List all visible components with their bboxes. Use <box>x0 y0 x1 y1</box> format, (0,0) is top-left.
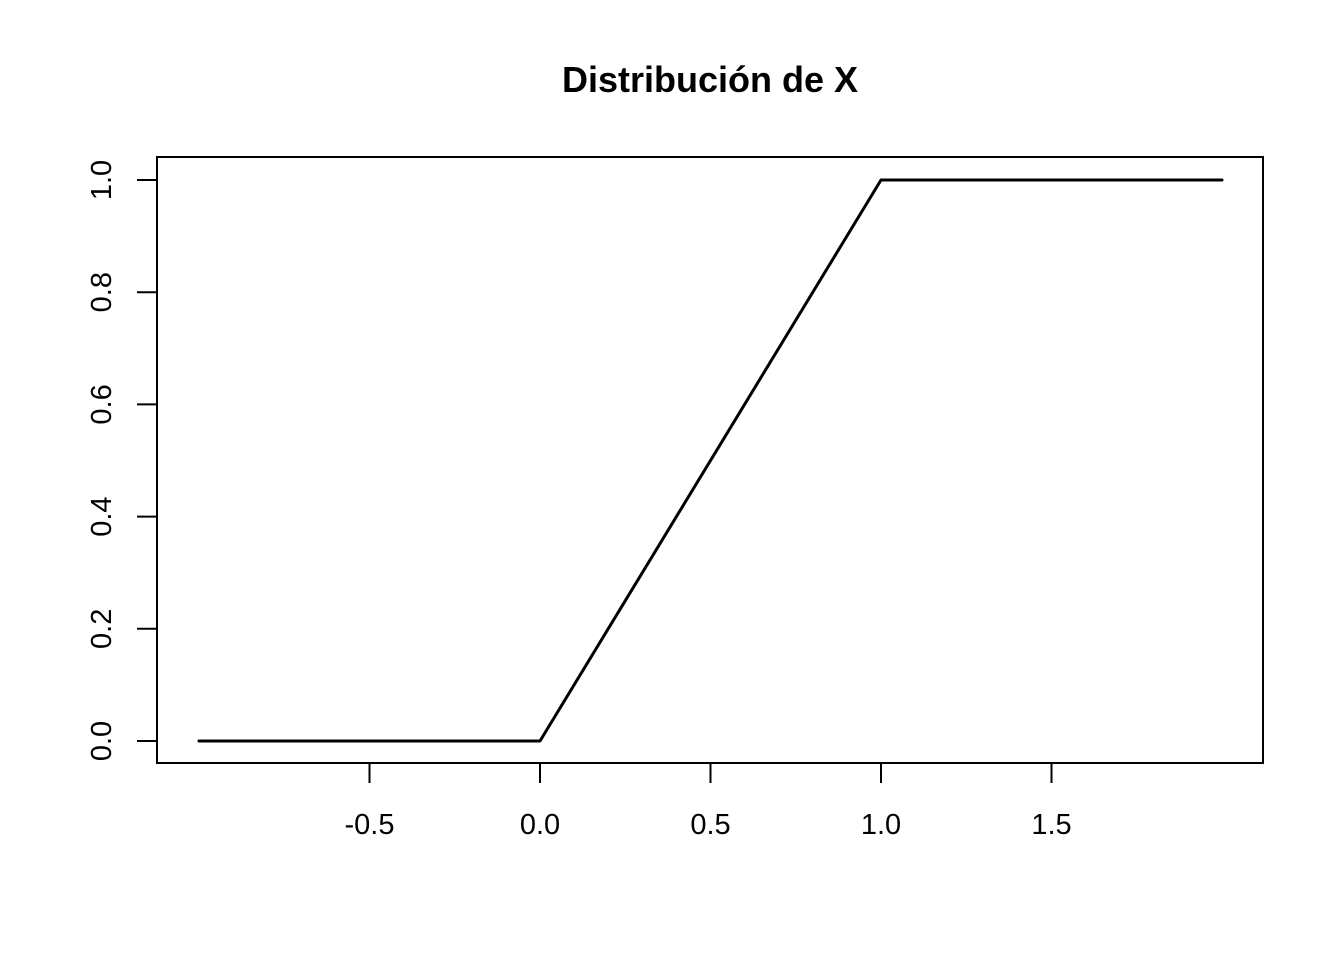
x-tick-label: 0.5 <box>690 809 730 841</box>
y-tick-label: 0.0 <box>86 721 118 761</box>
x-tick-label: 0.0 <box>520 809 560 841</box>
x-axis: -0.5 0.0 0.5 1.0 1.5 <box>345 762 1072 841</box>
y-tick-label: 1.0 <box>86 160 118 200</box>
y-tick-label: 0.6 <box>86 384 118 424</box>
series-layer <box>197 178 1224 743</box>
x-tick-label: 1.5 <box>1031 809 1071 841</box>
chart-title: Distribución de X <box>562 59 858 100</box>
y-tick-label: 0.8 <box>86 272 118 312</box>
x-tick-label: -0.5 <box>345 809 395 841</box>
y-tick-label: 0.2 <box>86 609 118 649</box>
x-tick-label: 1.0 <box>861 809 901 841</box>
y-axis: 0.0 0.2 0.4 0.6 0.8 1.0 <box>86 160 158 761</box>
series-line-0 <box>197 178 1224 743</box>
y-tick-label: 0.4 <box>86 496 118 536</box>
